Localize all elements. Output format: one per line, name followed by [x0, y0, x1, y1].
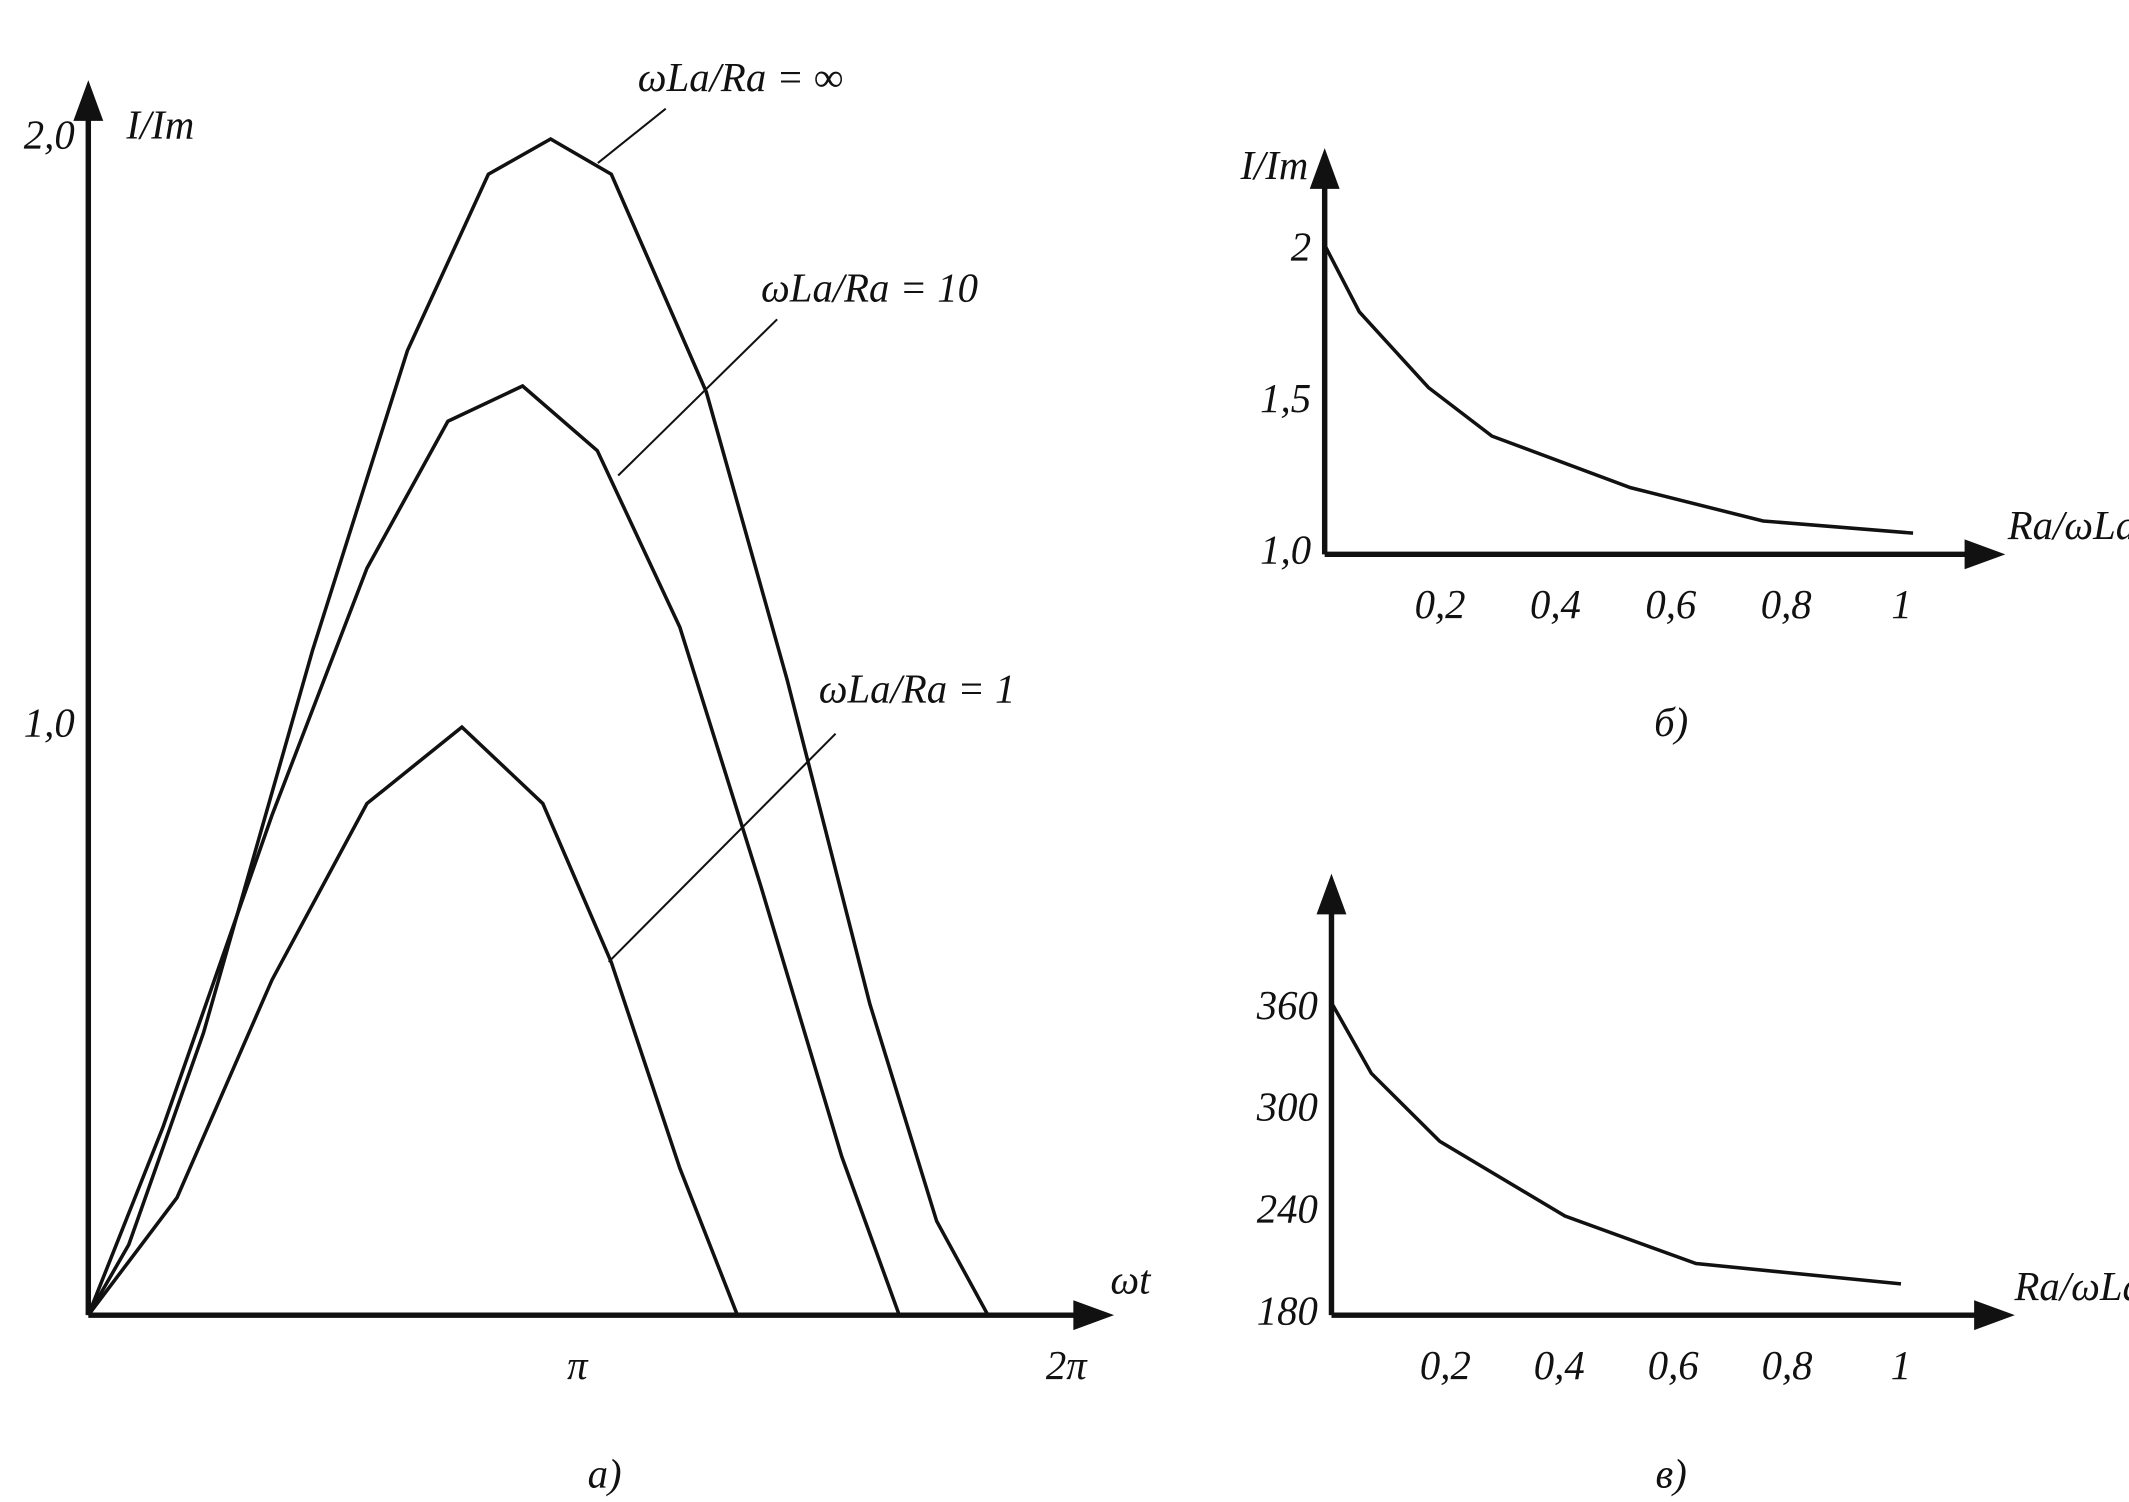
x-axis-label: Ra/ωLa: [2007, 503, 2129, 548]
curve: [86, 136, 990, 1317]
curve-label: ωLa/Ra = 1: [819, 666, 1016, 711]
x-axis-label: ωt: [1110, 1257, 1152, 1302]
y-tick-label: 2: [1291, 225, 1311, 270]
x-tick-label: 0,2: [1415, 582, 1466, 627]
arrow: [1073, 1300, 1115, 1331]
x-tick-label: 0,8: [1761, 582, 1812, 627]
y-tick-label: 360: [1256, 983, 1318, 1028]
caption: в): [1656, 1452, 1687, 1497]
curve-label: ωLa/Ra = ∞: [638, 55, 843, 100]
leader-line: [617, 318, 778, 477]
curve: [1323, 244, 1914, 535]
x-tick-label: π: [567, 1343, 589, 1388]
x-tick-label: 1: [1891, 1343, 1911, 1388]
curve: [1329, 1001, 1902, 1286]
y-tick-label: 240: [1257, 1187, 1318, 1232]
x-tick-label: 0,2: [1420, 1343, 1471, 1388]
curve-label: ωLa/Ra = 10: [761, 265, 978, 310]
arrow: [1974, 1300, 2015, 1331]
y-tick-label: 1,0: [24, 700, 75, 745]
caption: а): [588, 1452, 622, 1497]
y-tick-label: 300: [1256, 1085, 1318, 1130]
x-tick-label: 1: [1891, 582, 1911, 627]
y-tick-label: 1,0: [1260, 528, 1311, 573]
y-axis-label: I/Im: [1239, 143, 1308, 188]
arrow: [1309, 148, 1340, 189]
x-tick-label: 0,4: [1530, 582, 1581, 627]
y-tick-label: 2,0: [24, 112, 75, 157]
arrow: [1316, 873, 1347, 915]
x-axis-label: Ra/ωLa: [2014, 1264, 2129, 1309]
y-axis-label: I/Im: [125, 102, 194, 147]
x-tick-label: 0,8: [1762, 1343, 1813, 1388]
y-tick-label: 180: [1257, 1289, 1318, 1334]
leader-line: [597, 107, 667, 164]
curve: [86, 724, 740, 1317]
x-tick-label: 0,4: [1534, 1343, 1585, 1388]
x-tick-label: 0,6: [1648, 1343, 1700, 1388]
x-tick-label: 0,6: [1645, 582, 1697, 627]
arrow: [73, 80, 104, 121]
x-tick-label: 2π: [1046, 1343, 1088, 1388]
curve: [86, 383, 901, 1316]
leader-line: [607, 732, 837, 963]
arrow: [1964, 539, 2006, 570]
caption: б): [1654, 700, 1688, 745]
y-tick-label: 1,5: [1260, 376, 1311, 421]
